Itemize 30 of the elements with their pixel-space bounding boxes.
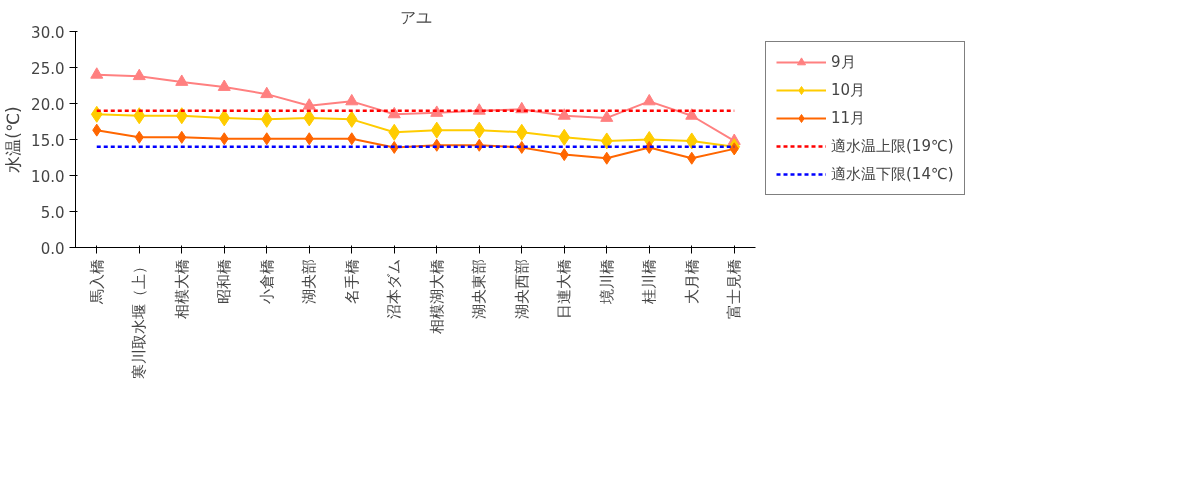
x-tick-label: 名手橋 (342, 258, 361, 304)
legend-label: 9月 (831, 52, 856, 72)
x-tick-label: 湖央東部 (470, 258, 489, 319)
x-tick-label: 湖央部 (300, 258, 319, 304)
y-tick-label: 15.0 (31, 131, 65, 150)
legend-label: 適水温上限(19℃) (831, 136, 954, 156)
x-tick-label: 大月橋 (682, 258, 701, 304)
y-tick-label: 30.0 (31, 23, 65, 42)
legend-label: 10月 (831, 80, 866, 100)
legend-label: 11月 (831, 108, 866, 128)
x-tick-label: 湖央西部 (512, 258, 531, 319)
y-axis-title: 水温(℃) (3, 106, 24, 173)
x-tick-label: 富士見橋 (725, 258, 744, 319)
x-tick-label: 相模大橋 (172, 258, 191, 319)
x-tick-label: 昭和橋 (215, 258, 234, 304)
y-tick-label: 20.0 (31, 95, 65, 114)
legend-label: 適水温下限(14℃) (831, 164, 954, 184)
x-tick-label: 馬入橋 (87, 258, 106, 305)
chart-title: アユ (399, 7, 432, 27)
x-tick-label: 相模湖大橋 (427, 258, 446, 334)
y-tick-label: 25.0 (31, 59, 65, 78)
y-tick-label: 10.0 (31, 167, 65, 186)
x-tick-label: 境川橋 (597, 258, 616, 305)
x-tick-label: 小倉橋 (257, 258, 276, 304)
x-tick-label: 桂川橋 (640, 258, 659, 305)
y-tick-label: 5.0 (40, 203, 65, 222)
x-tick-label: 寒川取水堰（上） (130, 258, 149, 379)
x-tick-label: 日連大橋 (555, 258, 574, 319)
y-tick-label: 0.0 (40, 239, 65, 258)
x-tick-label: 沼本ダム (385, 258, 404, 319)
